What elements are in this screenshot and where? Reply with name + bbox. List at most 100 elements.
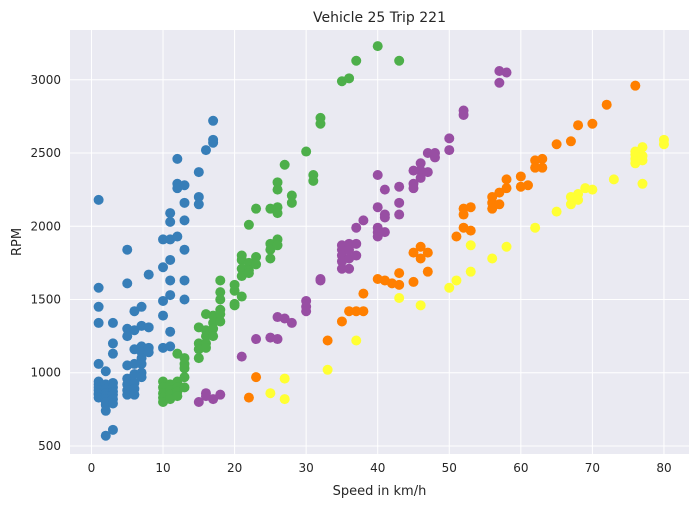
data-point — [394, 268, 405, 279]
data-point — [487, 203, 498, 214]
data-point — [193, 353, 204, 364]
data-point — [358, 215, 369, 226]
data-point — [165, 275, 176, 286]
data-point — [172, 348, 183, 359]
data-point — [351, 250, 362, 261]
data-point — [315, 275, 326, 286]
data-point — [122, 244, 133, 255]
data-point — [215, 287, 226, 298]
data-point — [501, 183, 512, 194]
data-point — [358, 288, 369, 299]
data-point — [351, 222, 362, 233]
data-point — [637, 155, 648, 166]
data-point — [537, 162, 548, 173]
data-point — [315, 118, 326, 129]
data-point — [286, 190, 297, 201]
y-tick-label: 2000 — [30, 219, 61, 233]
data-point — [358, 306, 369, 317]
series-gear-4 — [243, 80, 641, 403]
data-point — [272, 177, 283, 188]
data-point — [530, 162, 541, 173]
data-point — [422, 167, 433, 178]
data-point — [122, 331, 133, 342]
data-point — [215, 316, 226, 327]
x-tick-label: 60 — [513, 461, 528, 475]
data-point — [394, 55, 405, 66]
data-point — [637, 178, 648, 189]
data-point — [129, 306, 140, 317]
data-point — [408, 165, 419, 176]
x-tick-label: 40 — [370, 461, 385, 475]
data-point — [465, 240, 476, 251]
data-point — [158, 234, 169, 245]
data-point — [279, 394, 290, 405]
data-point — [637, 142, 648, 153]
data-point — [522, 180, 533, 191]
data-point — [351, 238, 362, 249]
data-point — [251, 259, 262, 270]
data-point — [158, 310, 169, 321]
data-point — [394, 293, 405, 304]
data-point — [122, 278, 133, 289]
chart-title: Vehicle 25 Trip 221 — [313, 10, 446, 26]
data-point — [100, 366, 111, 377]
y-tick-label: 1000 — [30, 366, 61, 380]
data-point — [308, 175, 319, 186]
data-point — [251, 334, 262, 345]
series-gear-3 — [193, 66, 512, 408]
data-point — [279, 373, 290, 384]
data-point — [179, 382, 190, 393]
data-point — [193, 167, 204, 178]
data-point — [344, 263, 355, 274]
data-point — [422, 148, 433, 159]
data-point — [408, 183, 419, 194]
data-point — [394, 197, 405, 208]
data-point — [344, 244, 355, 255]
data-point — [415, 172, 426, 183]
data-point — [444, 282, 455, 293]
data-point — [200, 145, 211, 156]
data-point — [208, 394, 219, 405]
data-point — [608, 174, 619, 185]
x-tick-label: 20 — [227, 461, 242, 475]
data-point — [200, 331, 211, 342]
data-point — [107, 398, 118, 409]
data-point — [272, 184, 283, 195]
data-point — [229, 285, 240, 296]
data-point — [458, 109, 469, 120]
data-point — [179, 372, 190, 383]
data-point — [129, 389, 140, 400]
data-point — [193, 199, 204, 210]
data-point — [179, 275, 190, 286]
data-point — [165, 254, 176, 265]
data-point — [394, 279, 405, 290]
data-point — [551, 139, 562, 150]
data-point — [208, 137, 219, 148]
data-point — [143, 322, 154, 333]
data-point — [351, 55, 362, 66]
x-tick-label: 80 — [656, 461, 671, 475]
data-point — [193, 191, 204, 202]
data-point — [179, 197, 190, 208]
data-point — [372, 169, 383, 180]
data-point — [587, 184, 598, 195]
data-point — [200, 342, 211, 353]
data-point — [429, 152, 440, 163]
x-axis-ticks: 0 10 20 30 40 50 60 70 80 — [88, 461, 672, 475]
data-point — [372, 202, 383, 213]
data-point — [587, 118, 598, 129]
data-point — [336, 263, 347, 274]
data-point — [415, 300, 426, 311]
data-point — [229, 300, 240, 311]
data-point — [172, 391, 183, 402]
data-point — [93, 194, 104, 205]
data-point — [494, 187, 505, 198]
data-point — [630, 80, 641, 91]
data-point — [408, 276, 419, 287]
data-point — [265, 253, 276, 264]
data-points — [93, 41, 669, 441]
data-point — [100, 430, 111, 441]
data-point — [251, 372, 262, 383]
data-point — [165, 216, 176, 227]
series-gear-2 — [158, 41, 405, 408]
